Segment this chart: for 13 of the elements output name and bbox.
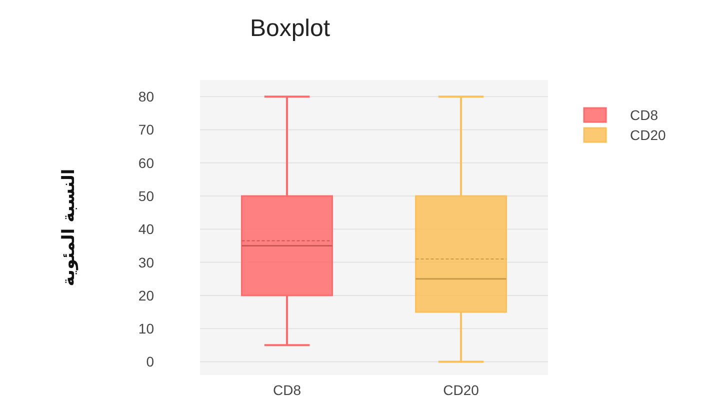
y-tick-label: 30 (138, 254, 154, 270)
y-tick-label: 40 (138, 221, 154, 238)
legend-label: CD8 (630, 107, 658, 123)
chart-title: Boxplot (250, 15, 330, 42)
legend-label: CD20 (630, 127, 666, 143)
y-axis-title: النسبة المئوية (59, 168, 79, 286)
y-tick-label: 0 (146, 354, 154, 370)
y-tick-label: 70 (138, 122, 154, 138)
y-tick-label: 10 (138, 320, 154, 337)
y-tick-label: 50 (138, 188, 154, 204)
y-tick-label: 60 (138, 154, 154, 171)
y-tick-label: 80 (138, 88, 154, 105)
y-tick-label: 20 (138, 287, 154, 304)
